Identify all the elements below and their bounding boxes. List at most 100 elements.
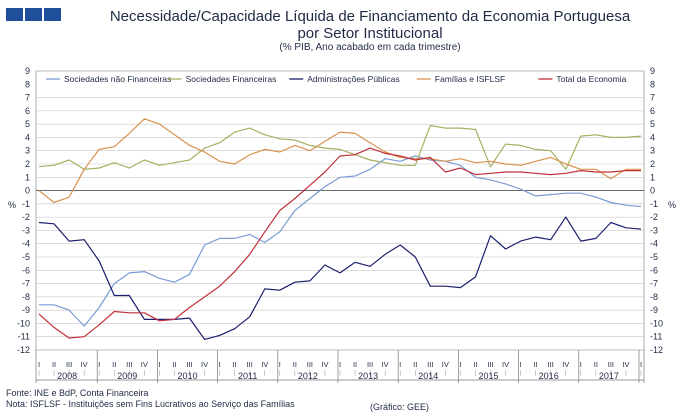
y-tick-label-right: 6 xyxy=(650,106,655,116)
quarter-tick-label: II xyxy=(172,360,176,369)
y-tick-label-right: 8 xyxy=(650,79,655,89)
y-axis-label-left: % xyxy=(8,200,16,210)
year-label: 2016 xyxy=(539,371,559,381)
chart-credit: (Gráfico: GEE) xyxy=(370,402,430,412)
quarter-tick-label: I xyxy=(399,360,401,369)
quarter-tick-label: II xyxy=(353,360,357,369)
chart-title-line2: por Setor Institucional xyxy=(297,25,443,42)
brand-logo xyxy=(6,8,63,26)
quarter-tick-label: II xyxy=(233,360,237,369)
y-tick-label-right: -4 xyxy=(650,239,658,249)
y-tick-label-right: -12 xyxy=(650,345,663,355)
series-line xyxy=(39,155,642,327)
year-label: 2017 xyxy=(599,371,619,381)
quarter-tick-label: IV xyxy=(622,360,629,369)
y-tick-label-left: 0 xyxy=(25,186,30,196)
quarter-tick-label: I xyxy=(219,360,221,369)
quarter-tick-label: IV xyxy=(502,360,509,369)
y-tick-label-left: -8 xyxy=(22,292,30,302)
y-tick-label-right: 1 xyxy=(650,172,655,182)
year-label: 2015 xyxy=(478,371,498,381)
y-tick-label-right: 4 xyxy=(650,132,655,142)
y-tick-label-left: 8 xyxy=(25,79,30,89)
y-tick-label-left: -1 xyxy=(22,199,30,209)
y-tick-label-right: -1 xyxy=(650,199,658,209)
y-tick-label-left: 3 xyxy=(25,146,30,156)
quarter-tick-label: II xyxy=(293,360,297,369)
chart-subtitle: (% PIB, Ano acabado em cada trimestre) xyxy=(279,42,461,53)
quarter-tick-label: III xyxy=(487,360,493,369)
quarter-tick-label: III xyxy=(307,360,313,369)
quarter-tick-label: III xyxy=(367,360,373,369)
year-label: 2008 xyxy=(57,371,77,381)
y-tick-label-right: -5 xyxy=(650,252,658,262)
y-tick-label-left: 7 xyxy=(25,93,30,103)
quarter-tick-label: I xyxy=(98,360,100,369)
source-note: Fonte: INE e BdP, Conta Financeira xyxy=(6,388,149,398)
quarter-tick-label: I xyxy=(459,360,461,369)
y-tick-label-right: -2 xyxy=(650,212,658,222)
y-tick-label-right: -6 xyxy=(650,265,658,275)
quarter-tick-label: II xyxy=(52,360,56,369)
quarter-tick-label: I xyxy=(38,360,40,369)
y-tick-label-right: -9 xyxy=(650,305,658,315)
legend-label: Sociedades Financeiras xyxy=(186,74,277,84)
quarter-tick-label: II xyxy=(112,360,116,369)
legend-label: Total da Economia xyxy=(556,74,626,84)
y-tick-label-left: 4 xyxy=(25,132,30,142)
chart-footer: Fonte: INE e BdP, Conta Financeira Nota:… xyxy=(6,388,295,410)
year-label: 2012 xyxy=(298,371,318,381)
y-tick-label-left: 2 xyxy=(25,159,30,169)
y-tick-label-left: -6 xyxy=(22,265,30,275)
y-tick-label-right: 2 xyxy=(650,159,655,169)
chart-title-line1: Necessidade/Capacidade Líquida de Financ… xyxy=(109,8,631,25)
quarter-tick-label: II xyxy=(594,360,598,369)
quarter-tick-label: I xyxy=(339,360,341,369)
chart-canvas: -12 -12-11 -11-10 -10-9 -9-8 -8-7 -7-6 -6-5 -5-4… xyxy=(8,66,676,383)
quarter-tick-label: II xyxy=(473,360,477,369)
quarter-tick-label: IV xyxy=(562,360,569,369)
series-line xyxy=(38,216,642,340)
y-tick-label-left: -9 xyxy=(22,305,30,315)
legend-label: Famílias e ISFLSF xyxy=(435,74,505,84)
quarter-tick-label: III xyxy=(427,360,433,369)
y-tick-label-left: -5 xyxy=(22,252,30,262)
y-tick-label-left: -3 xyxy=(22,225,30,235)
quarter-tick-label: IV xyxy=(321,360,328,369)
y-tick-label-right: 0 xyxy=(650,186,655,196)
series-line xyxy=(38,147,641,339)
quarter-tick-label: I xyxy=(580,360,582,369)
quarter-tick-label: II xyxy=(413,360,417,369)
year-label: 2014 xyxy=(418,371,438,381)
quarter-tick-label: III xyxy=(126,360,132,369)
y-tick-label-left: 1 xyxy=(25,172,30,182)
year-label: 2009 xyxy=(117,371,137,381)
y-axis-label-right: % xyxy=(668,200,676,210)
y-tick-label-right: -7 xyxy=(650,279,658,289)
y-tick-label-right: 3 xyxy=(650,146,655,156)
y-tick-label-left: 6 xyxy=(25,106,30,116)
legend-label: Sociedades não Financeiras xyxy=(64,74,171,84)
y-tick-label-left: -12 xyxy=(17,345,30,355)
y-tick-label-left: -7 xyxy=(22,279,30,289)
quarter-tick-label: I xyxy=(158,360,160,369)
quarter-tick-label: III xyxy=(247,360,253,369)
y-tick-label-right: 7 xyxy=(650,93,655,103)
quarter-tick-label: IV xyxy=(201,360,208,369)
y-tick-label-right: 5 xyxy=(650,119,655,129)
quarter-tick-label: II xyxy=(534,360,538,369)
quarter-tick-label: IV xyxy=(261,360,268,369)
y-tick-label-right: -8 xyxy=(650,292,658,302)
legend-background xyxy=(37,72,643,85)
year-label: 2010 xyxy=(177,371,197,381)
quarter-tick-label: III xyxy=(608,360,614,369)
y-tick-label-left: -4 xyxy=(22,239,30,249)
y-tick-label-left: -10 xyxy=(17,318,30,328)
quarter-tick-label: I xyxy=(520,360,522,369)
y-tick-label-right: -11 xyxy=(650,332,662,342)
quarter-tick-label: IV xyxy=(141,360,148,369)
chart-title: Necessidade/Capacidade Líquida de Financ… xyxy=(60,8,680,42)
plot-frame xyxy=(35,70,645,351)
quarter-tick-label: IV xyxy=(382,360,389,369)
quarter-tick-label: III xyxy=(66,360,72,369)
